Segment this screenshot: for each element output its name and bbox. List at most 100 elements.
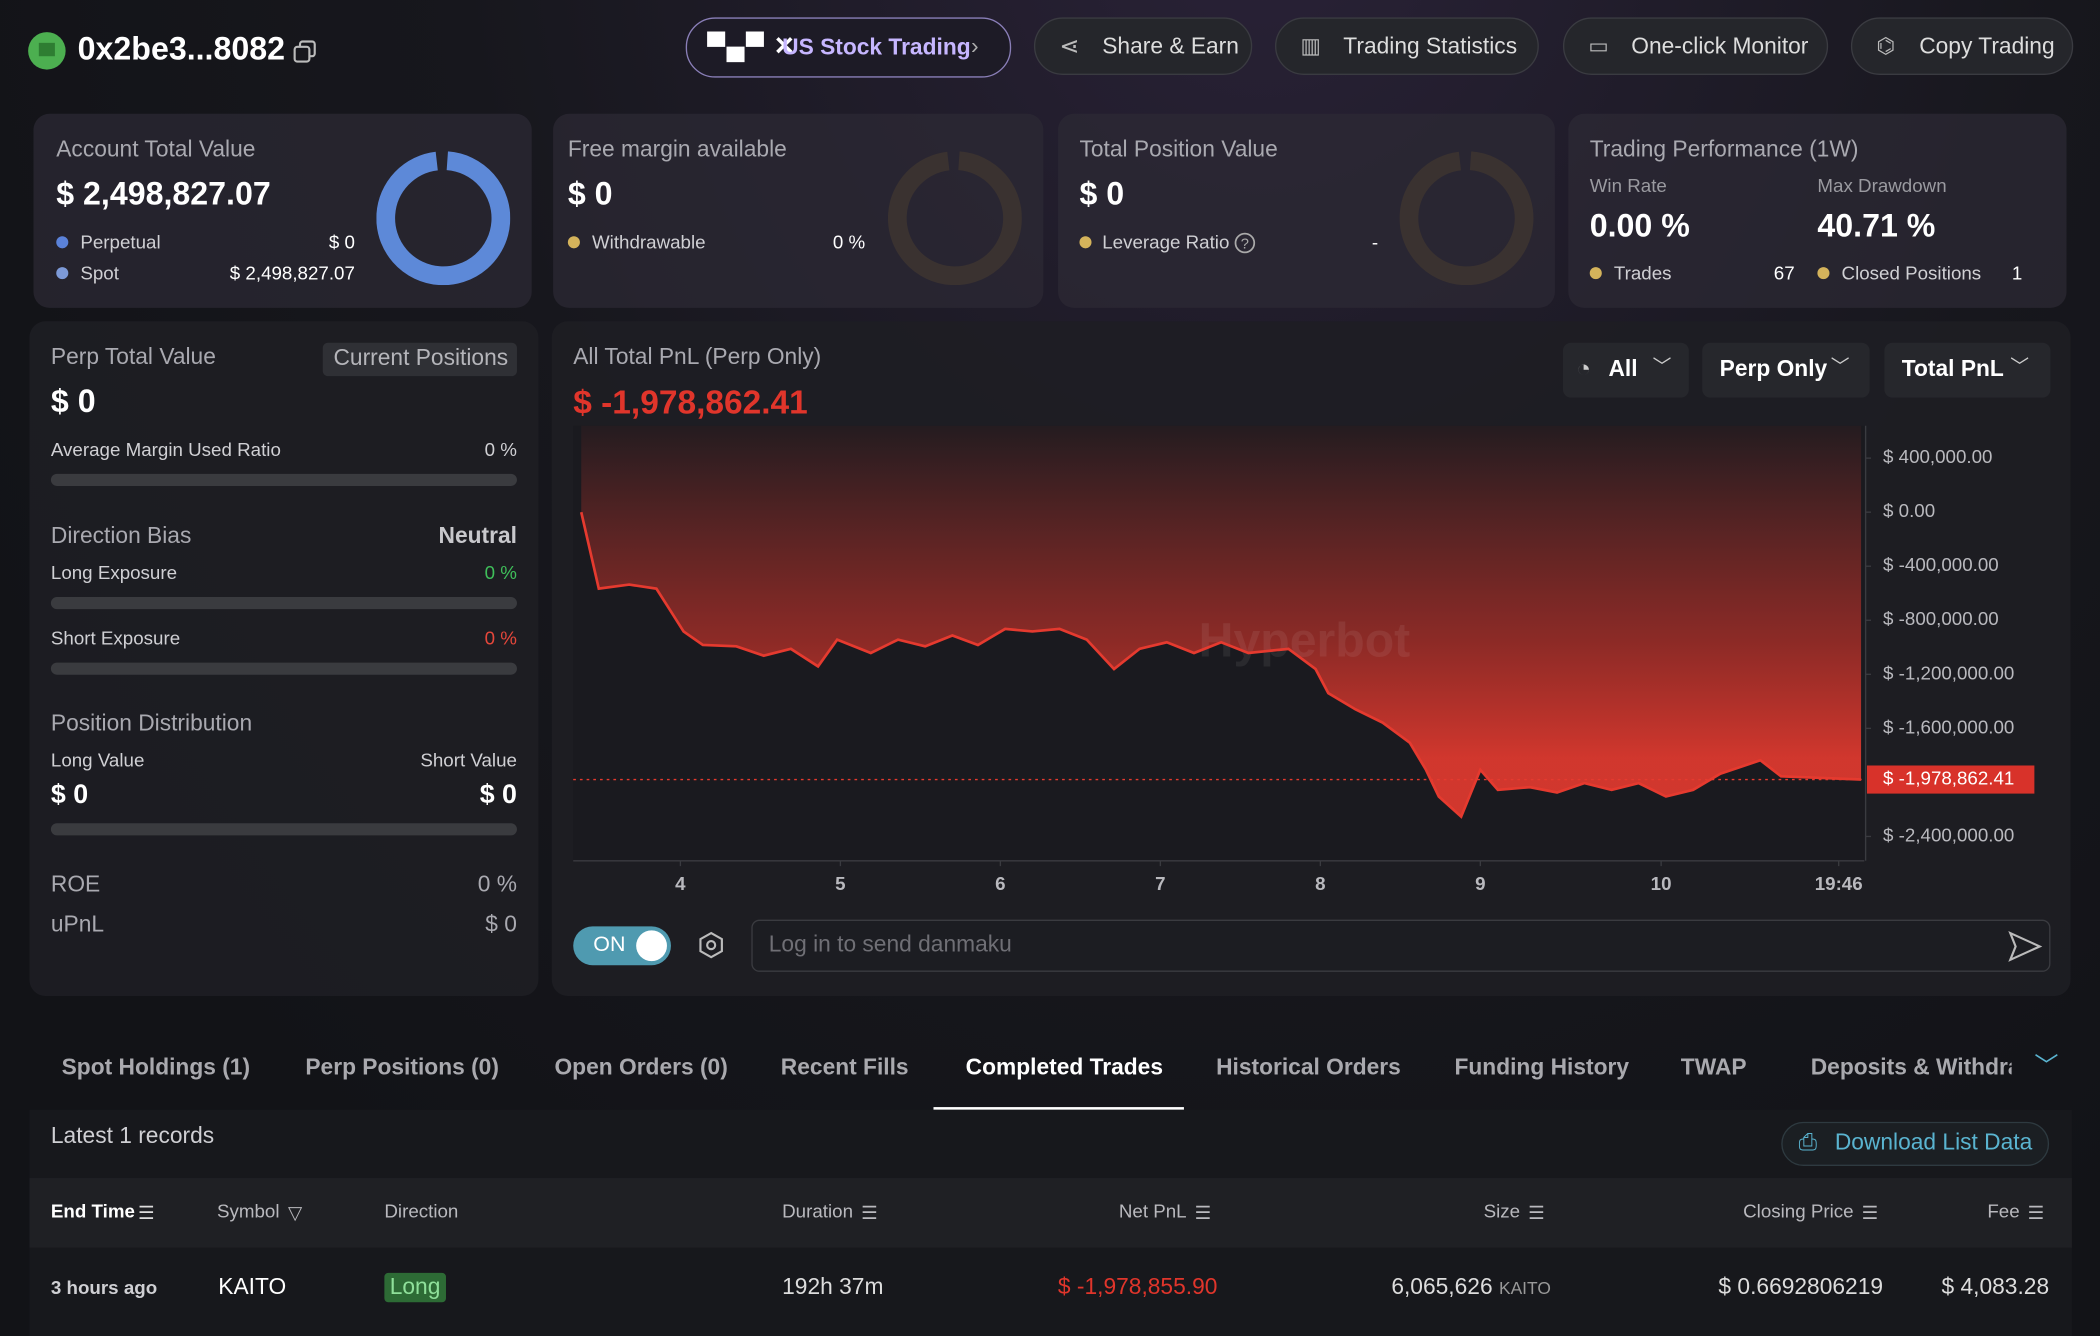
chip[interactable]: Current Positions bbox=[322, 342, 517, 377]
scope-select[interactable]: Perp Only ﹀ bbox=[1702, 342, 1870, 398]
row-label: Long Value bbox=[50, 749, 145, 771]
metric-select[interactable]: Total PnL ﹀ bbox=[1884, 342, 2051, 398]
stat-label: Max Drawdown bbox=[1817, 174, 1947, 197]
tab[interactable]: TWAP bbox=[1680, 1054, 1747, 1081]
settings-icon[interactable] bbox=[696, 930, 725, 959]
select-label[interactable]: Total PnL bbox=[1901, 355, 2004, 382]
tab[interactable]: Perp Positions (0) bbox=[305, 1054, 499, 1081]
x-tick-label: 19:46 bbox=[1815, 873, 1863, 894]
y-tick-label: $ -1,200,000.00 bbox=[1883, 662, 2014, 683]
row-label: uPnL bbox=[50, 911, 105, 937]
x-tick-label: 5 bbox=[835, 873, 845, 894]
row-label: Trades bbox=[1613, 261, 1672, 284]
us-stock-button[interactable]: ▀▄▀ ✕ US Stock Trading › bbox=[685, 17, 1012, 78]
row-value: $ 2,498,827.07 bbox=[229, 261, 355, 284]
bias-value: Neutral bbox=[438, 523, 517, 549]
cell-net-pnl: $ -1,978,855.90 bbox=[1057, 1274, 1218, 1300]
y-tick-label: $ -2,400,000.00 bbox=[1883, 824, 2014, 845]
row-label: Closed Positions bbox=[1841, 261, 1982, 284]
share-button[interactable]: ⋖ Share & Earn bbox=[1033, 17, 1253, 75]
active-tab-underline bbox=[933, 1107, 1184, 1110]
sort-icon[interactable]: ☰ bbox=[137, 1201, 155, 1224]
size-value: 6,065,626 bbox=[1391, 1274, 1493, 1300]
x-tick-label: 8 bbox=[1315, 873, 1325, 894]
download-label[interactable]: Download List Data bbox=[1834, 1129, 2033, 1156]
sort-icon[interactable]: ☰ bbox=[1194, 1201, 1212, 1224]
row-value: - bbox=[1371, 231, 1379, 253]
copy-trading-button[interactable]: ⌬ Copy Trading bbox=[1850, 17, 2074, 75]
icon: ⋖ bbox=[1059, 32, 1080, 60]
filter-icon[interactable]: ▽ bbox=[287, 1201, 303, 1224]
row-value: 0 % bbox=[477, 871, 517, 897]
row-value: $ 0 bbox=[328, 231, 355, 253]
download-button[interactable]: ⎙ Download List Data bbox=[1781, 1121, 2050, 1166]
sort-icon[interactable]: ☰ bbox=[1528, 1201, 1545, 1224]
panel-value: $ 0 bbox=[50, 383, 96, 420]
cell-size: 6,065,626 KAITO bbox=[1391, 1274, 1551, 1301]
records-count: Latest 1 records bbox=[50, 1122, 215, 1149]
legend-dot bbox=[56, 236, 69, 249]
stats-button[interactable]: ▥ Trading Statistics bbox=[1275, 17, 1539, 75]
row-value: 0 % bbox=[484, 627, 517, 649]
download-icon: ⎙ bbox=[1798, 1129, 1817, 1156]
toggle-knob bbox=[636, 930, 667, 962]
row-value: 0 % bbox=[484, 561, 517, 584]
tab[interactable]: Funding History bbox=[1454, 1054, 1630, 1081]
placeholder: Log in to send danmaku bbox=[768, 931, 1012, 957]
row-value: $ 0 bbox=[50, 780, 89, 810]
chip-label[interactable]: Current Positions bbox=[333, 345, 509, 371]
send-icon[interactable] bbox=[2008, 930, 2043, 962]
x-tick-label: 7 bbox=[1155, 873, 1165, 894]
row-label: Short Value bbox=[420, 749, 517, 771]
current-value-badge bbox=[1866, 765, 2035, 794]
section-label: Direction Bias bbox=[50, 523, 192, 549]
tabs-more[interactable]: ﹀ bbox=[2034, 1052, 2059, 1080]
perp-panel bbox=[29, 321, 539, 996]
sort-icon[interactable]: ☰ bbox=[861, 1201, 878, 1224]
tab[interactable]: Completed Trades bbox=[965, 1054, 1164, 1081]
pnl-line bbox=[579, 511, 1862, 819]
tab[interactable]: Spot Holdings (1) bbox=[61, 1054, 251, 1081]
svg-text:?: ? bbox=[1241, 236, 1249, 252]
select-label[interactable]: All bbox=[1608, 355, 1638, 382]
copy-icon[interactable] bbox=[293, 40, 317, 64]
current-value-label: $ -1,978,862.41 bbox=[1883, 768, 2014, 789]
x-tick-label: 4 bbox=[675, 873, 686, 894]
row-label: Average Margin Used Ratio bbox=[50, 438, 281, 460]
tab[interactable]: Open Orders (0) bbox=[554, 1054, 728, 1081]
help-icon[interactable]: ? bbox=[1233, 232, 1256, 255]
monitor-button[interactable]: ▭ One-click Monitor bbox=[1562, 17, 1829, 75]
legend-dot bbox=[1079, 236, 1092, 249]
column-header: Direction bbox=[384, 1200, 459, 1222]
select-label[interactable]: Perp Only bbox=[1719, 355, 1828, 382]
cell-end-time: 3 hours ago bbox=[50, 1276, 158, 1298]
avatar bbox=[28, 32, 66, 70]
tab[interactable]: Deposits & Withdraw bbox=[1810, 1054, 2012, 1081]
danmaku-input[interactable]: Log in to send danmaku bbox=[751, 919, 2051, 972]
y-tick-label: $ 400,000.00 bbox=[1883, 446, 1992, 467]
danmaku-toggle[interactable]: ON bbox=[573, 926, 671, 966]
tab[interactable]: Historical Orders bbox=[1216, 1054, 1401, 1081]
sort-icon[interactable]: ☰ bbox=[2027, 1201, 2045, 1224]
tab[interactable]: Recent Fills bbox=[780, 1054, 909, 1081]
range-select[interactable]: ◔ All ﹀ bbox=[1562, 342, 1689, 398]
column-header[interactable]: End Time bbox=[50, 1200, 135, 1222]
watermark: Hyperbot bbox=[1199, 614, 1411, 668]
column-header: Net PnL bbox=[1118, 1200, 1187, 1222]
table-header bbox=[29, 1178, 2072, 1248]
sort-icon[interactable]: ☰ bbox=[1861, 1201, 1879, 1224]
chart-value: $ -1,978,862.41 bbox=[573, 384, 808, 422]
cell-closing-price: $ 0.6692806219 bbox=[1718, 1274, 1884, 1300]
toggle-label[interactable]: ON bbox=[593, 933, 626, 957]
logo-mark: ▀▄▀ ✕ bbox=[707, 32, 797, 62]
row-value: 67 bbox=[1773, 261, 1795, 284]
chart-title: All Total PnL (Perp Only) bbox=[573, 343, 822, 370]
row-label: Long Exposure bbox=[50, 561, 178, 584]
row-value: 1 bbox=[2011, 261, 2023, 284]
pnl-area bbox=[581, 425, 1862, 817]
icon: ⌬ bbox=[1876, 35, 1896, 59]
chevron: › bbox=[970, 33, 979, 59]
